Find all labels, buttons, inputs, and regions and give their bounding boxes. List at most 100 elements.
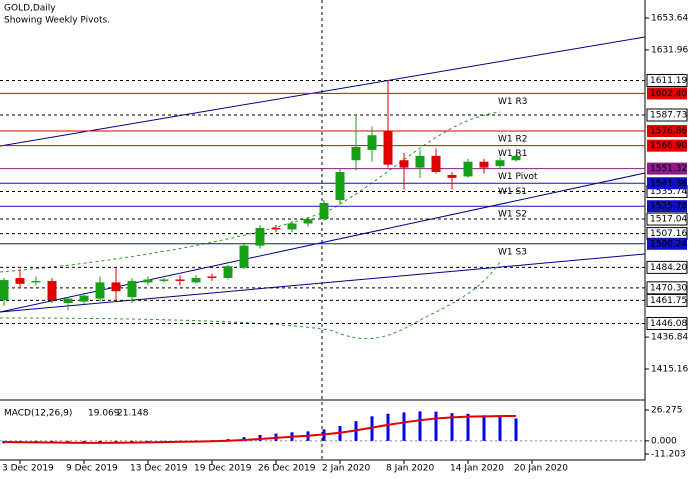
macd-tick-label: 26.275 [651, 406, 683, 416]
pivot-name: W1 R1 [498, 149, 527, 159]
macd-bar [146, 440, 150, 442]
macd-bar [418, 411, 422, 441]
candle-body [127, 280, 137, 298]
macd-main-label: 19.069 [88, 409, 120, 419]
candle-body [383, 130, 393, 165]
macd-bar [434, 411, 438, 441]
chart-subtitle: Showing Weekly Pivots. [4, 16, 110, 26]
candle-body [207, 276, 217, 278]
envelope-line [0, 261, 501, 340]
macd-bar [514, 418, 518, 441]
level-box [646, 293, 688, 307]
level-box [646, 281, 688, 295]
candle-body [191, 277, 201, 283]
level-box [646, 316, 688, 330]
pivot-value-label: 1525.78 [650, 202, 687, 212]
level-label: 1517.04 [650, 215, 687, 225]
candle-body [415, 155, 425, 168]
macd-bar [498, 416, 502, 441]
level-label: 1470.30 [650, 283, 687, 293]
pivot-box [647, 87, 687, 100]
macd-signal-label: 21.148 [117, 409, 149, 419]
macd-name: MACD(12,26,9) [4, 409, 72, 419]
candle-body [31, 280, 41, 283]
pivot-name: W1 Pivot [498, 172, 538, 182]
candle-body [63, 298, 73, 304]
pivot-name: W1 R3 [498, 97, 527, 107]
level-box [646, 260, 688, 274]
candle-body [287, 223, 297, 230]
macd-bar [466, 413, 470, 441]
macd-bar [450, 413, 454, 441]
candle-body [0, 280, 9, 301]
x-tick-label: 20 Jan 2020 [514, 464, 568, 474]
macd-bar [242, 437, 246, 441]
pivot-box [647, 162, 687, 175]
candle-body [367, 135, 377, 150]
x-tick-label: 9 Dec 2019 [66, 464, 118, 474]
level-box [646, 73, 688, 87]
pivot-box [647, 125, 687, 138]
candle-body [431, 155, 441, 173]
candle-body [15, 277, 25, 284]
trendline [0, 172, 646, 313]
y-tick-label: 1631.96 [651, 45, 688, 55]
candle-body [495, 160, 505, 167]
candle-body [447, 174, 457, 178]
candle-body [47, 280, 57, 301]
level-box [646, 108, 688, 122]
pivot-name: W1 S1 [498, 187, 527, 197]
candle-body [223, 266, 233, 278]
x-tick-label: 3 Dec 2019 [2, 464, 54, 474]
chart-title: GOLD,Daily [4, 4, 56, 14]
candle-body [111, 282, 121, 292]
candle-body [239, 245, 249, 268]
pivot-name: W1 S3 [498, 247, 527, 257]
x-tick-label: 13 Dec 2019 [130, 464, 188, 474]
candle-body [303, 219, 313, 224]
level-label: 1461.75 [650, 296, 687, 306]
candle-body [463, 161, 473, 177]
x-tick-label: 26 Dec 2019 [258, 464, 316, 474]
pivot-box [647, 139, 687, 152]
pivot-box [647, 200, 687, 213]
candle-body [255, 227, 265, 246]
level-label: 1587.73 [650, 111, 687, 121]
pivot-value-label: 1551.32 [650, 164, 687, 174]
pivot-value-label: 1541.36 [650, 179, 687, 189]
candle-body [511, 155, 521, 161]
level-box [646, 212, 688, 226]
macd-bar [162, 440, 166, 442]
plot-layer [0, 0, 646, 460]
y-tick-label: 1415.16 [651, 365, 688, 375]
candle-body [319, 202, 329, 220]
candle-body [143, 279, 153, 283]
x-tick-label: 2 Jan 2020 [322, 464, 370, 474]
candle-body [95, 282, 105, 299]
pivot-value-label: 1602.40 [650, 89, 687, 99]
macd-tick-label: 0.000 [651, 436, 677, 446]
trendline [0, 36, 646, 147]
macd-bar [258, 434, 262, 441]
x-tick-label: 14 Jan 2020 [450, 464, 504, 474]
pivot-value-label: 1566.90 [650, 141, 687, 151]
macd-tick-label: -11.203 [651, 450, 686, 460]
macd-signal-line [3, 415, 517, 444]
pivot-box [647, 177, 687, 190]
candle-body [335, 172, 345, 200]
candle-body [175, 279, 185, 281]
y-tick-label: 1436.84 [651, 333, 688, 343]
pivot-value-label: 1500.24 [650, 239, 687, 249]
macd-bar [114, 440, 118, 443]
level-label: 1507.16 [650, 229, 687, 239]
pivot-name: W1 S2 [498, 210, 527, 220]
candle-body [271, 227, 281, 230]
x-tick-label: 19 Dec 2019 [194, 464, 252, 474]
macd-bar [482, 415, 486, 441]
envelope-line [0, 111, 501, 273]
trendline [0, 253, 646, 313]
level-label: 1446.08 [650, 319, 687, 329]
pivot-name: W1 R2 [498, 135, 527, 145]
